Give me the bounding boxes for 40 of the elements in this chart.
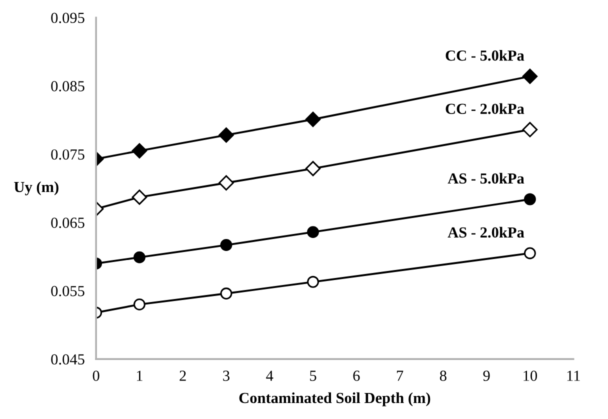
x-tick-label: 10 xyxy=(524,370,538,381)
point xyxy=(307,276,319,288)
point xyxy=(307,226,319,238)
x-tick-label: 11 xyxy=(567,370,580,381)
point xyxy=(133,298,146,310)
x-tick-label: 5 xyxy=(310,370,316,381)
point xyxy=(220,288,232,300)
x-axis-title: Contaminated Soil Depth (m) xyxy=(239,392,430,406)
x-tick-label: 7 xyxy=(396,370,404,381)
series-label: AS - 2.0kPa xyxy=(448,226,524,238)
x-tick-label: 4 xyxy=(266,370,274,381)
point xyxy=(522,68,538,84)
y-tick-label: 0.045 xyxy=(51,354,84,365)
x-tick-label: 1 xyxy=(136,370,142,381)
point xyxy=(218,175,234,191)
x-tick-label: 8 xyxy=(440,370,446,381)
point xyxy=(218,127,234,143)
y-tick-label: 0.095 xyxy=(51,12,84,24)
point xyxy=(305,160,321,176)
point xyxy=(305,112,321,127)
series-label: CC - 2.0kPa xyxy=(446,103,524,114)
y-tick-label: 0.075 xyxy=(51,149,84,160)
point xyxy=(524,247,536,260)
point xyxy=(132,143,148,158)
point xyxy=(133,251,146,264)
x-tick-label: 0 xyxy=(92,370,100,381)
series-label: AS - 5.0kPa xyxy=(448,172,524,184)
point xyxy=(220,239,232,251)
y-tick-label: 0.065 xyxy=(51,218,84,228)
x-tick-label: 2 xyxy=(180,370,186,381)
y-tick-label: 0.085 xyxy=(51,81,84,92)
x-tick-label: 9 xyxy=(483,370,490,381)
point xyxy=(522,122,538,138)
series-label: CC - 5.0kPa xyxy=(446,50,524,61)
y-axis-title: Uy (m) xyxy=(14,181,58,196)
point xyxy=(132,190,148,205)
y-tick-label: 0.055 xyxy=(51,286,84,296)
point xyxy=(524,193,536,206)
x-tick-label: 6 xyxy=(353,370,360,381)
x-tick-label: 3 xyxy=(223,370,230,381)
